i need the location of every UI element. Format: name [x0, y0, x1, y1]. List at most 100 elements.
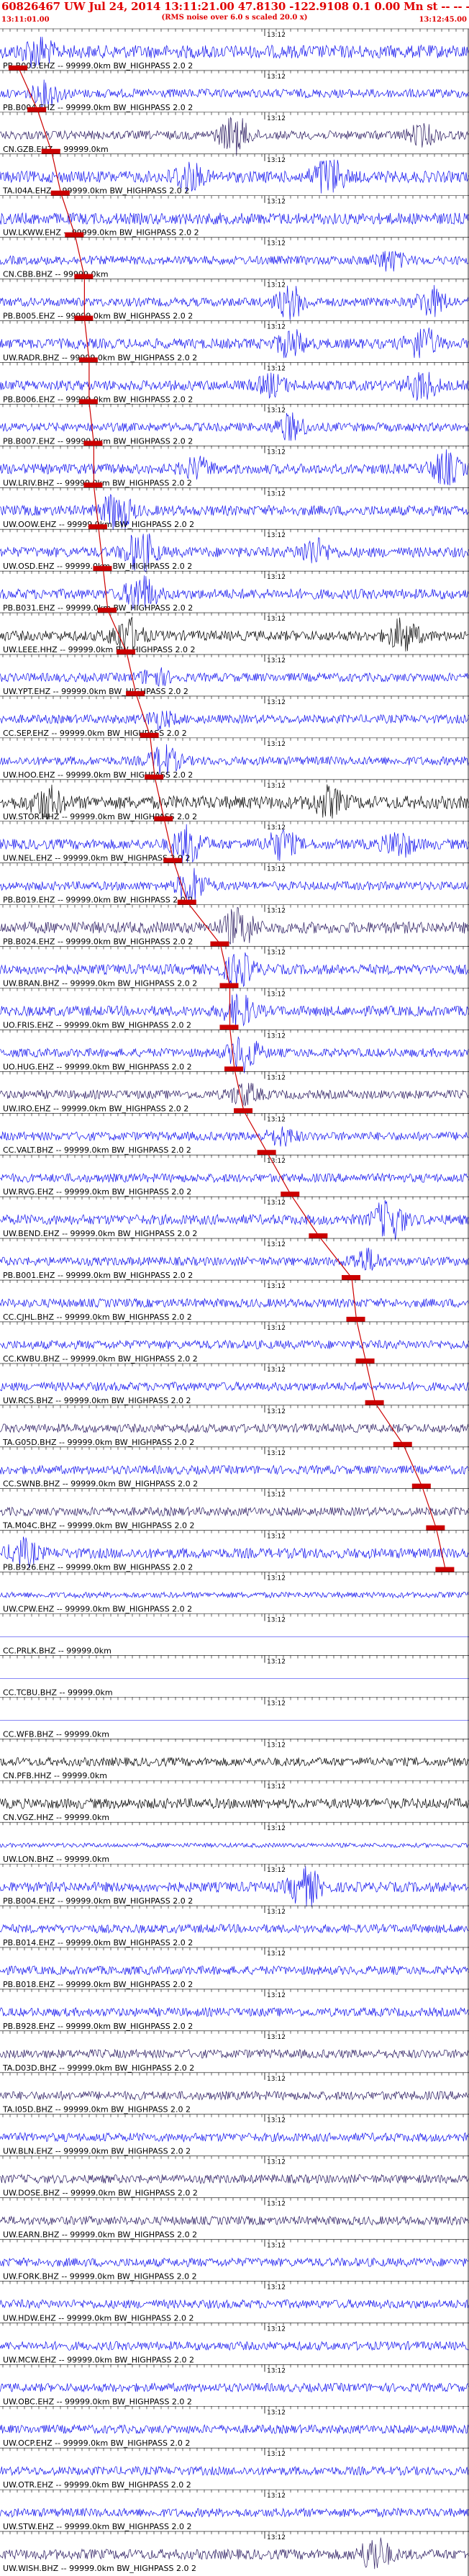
time-ticks [2, 2531, 464, 2535]
minute-tick-label: 13:12 [267, 1742, 286, 1749]
time-ticks [2, 613, 464, 616]
waveform-trace [0, 667, 469, 687]
time-ticks [2, 2030, 464, 2034]
minute-tick-label: 13:12 [267, 532, 286, 539]
minute-tick-label: 13:12 [267, 1575, 286, 1582]
time-ticks [2, 988, 464, 991]
minute-tick-label: 13:12 [267, 2117, 286, 2125]
time-ticks [2, 1613, 464, 1617]
minute-tick-label: 13:12 [267, 1700, 286, 1707]
waveform-trace [0, 2507, 469, 2518]
minute-tick-label: 13:12 [267, 1241, 286, 1248]
plot-header: 60826467 UW Jul 24, 2014 13:11:21.00 47.… [0, 0, 469, 29]
time-ticks [2, 237, 464, 240]
pick-marker [426, 1525, 445, 1531]
minute-tick-label: 13:12 [267, 2284, 286, 2291]
time-ticks [2, 2156, 464, 2159]
waveform-trace [0, 2465, 469, 2477]
pick-marker [27, 107, 47, 112]
station-label: UW.YPT.EHZ -- 99999.0km BW_HIGHPASS 2.0 … [3, 687, 188, 696]
station-label: UW.BLN.EHZ -- 99999.0km BW_HIGHPASS 2.0 … [3, 2147, 191, 2156]
station-label: TA.I05D.BHZ -- 99999.0km BW_HIGHPASS 2.0… [2, 2105, 191, 2115]
minute-tick-label: 13:12 [267, 1283, 286, 1290]
pick-marker [355, 1358, 375, 1364]
pick-marker [88, 524, 107, 530]
waveform-trace [0, 616, 469, 655]
minute-tick-label: 13:12 [267, 157, 286, 164]
time-ticks [2, 1030, 464, 1033]
station-label: UW.STW.EHZ -- 99999.0km BW_HIGHPASS 2.0 … [3, 2522, 191, 2531]
time-ticks [2, 821, 464, 824]
minute-tick-label: 13:12 [267, 1992, 286, 1999]
waveform-trace [0, 2174, 469, 2184]
station-label: UW.NEL.EHZ -- 99999.0km BW_HIGHPASS 2.0 … [3, 854, 190, 863]
time-ticks [2, 2072, 464, 2076]
station-label: UW.EARN.BHZ -- 99999.0km BW_HIGHPASS 2.0… [3, 2230, 197, 2240]
time-ticks [2, 1989, 464, 1992]
minute-tick-label: 13:12 [267, 73, 286, 81]
time-ticks [2, 362, 464, 366]
minute-tick-label: 13:12 [267, 115, 286, 122]
waveform-trace [0, 117, 469, 156]
minute-tick-label: 13:12 [267, 1867, 286, 1874]
waveform-trace [0, 2537, 469, 2570]
time-ticks [2, 1864, 464, 1868]
time-ticks [2, 2490, 464, 2493]
time-ticks [2, 2448, 464, 2451]
time-ticks [2, 1321, 464, 1325]
pick-marker [83, 441, 103, 446]
time-ticks [2, 320, 464, 324]
station-label: CN.PFB.HHZ -- 99999.0km [3, 1771, 107, 1780]
time-ticks [2, 1280, 464, 1284]
time-ticks [2, 946, 464, 950]
station-label: CC.SWNB.BHZ -- 99999.0km BW_HIGHPASS 2.0… [3, 1480, 198, 1489]
minute-tick-label: 13:12 [267, 240, 286, 248]
minute-tick-label: 13:12 [267, 324, 286, 331]
time-ticks [2, 2114, 464, 2117]
moveout-line [18, 68, 446, 1570]
waveform-trace [0, 1965, 469, 1976]
pick-marker [224, 1066, 243, 1072]
minute-tick-label: 13:12 [267, 282, 286, 289]
station-label: UW.LEEE.HHZ -- 99999.0km BW_HIGHPASS 2.0… [3, 645, 195, 654]
time-ticks [2, 1906, 464, 1909]
minute-tick-label: 13:12 [267, 1450, 286, 1457]
waveform-trace [0, 784, 469, 820]
minute-tick-label: 13:12 [267, 1950, 286, 1958]
waveform-trace [0, 284, 469, 320]
minute-tick-label: 13:12 [267, 365, 286, 372]
time-ticks [2, 2364, 464, 2368]
waveform-trace [0, 744, 469, 775]
waveform-trace [0, 2341, 469, 2351]
minute-tick-label: 13:12 [267, 1492, 286, 1499]
pick-marker [154, 816, 173, 821]
minute-tick-label: 13:12 [267, 866, 286, 873]
minute-tick-label: 13:12 [267, 2076, 286, 2083]
pick-marker [145, 774, 164, 780]
station-label: PB.B006.EHZ -- 99999.0km BW_HIGHPASS 2.0… [3, 395, 193, 404]
minute-tick-label: 13:12 [267, 574, 286, 581]
station-label: UO.HUG.EHZ -- 99999.0km BW_HIGHPASS 2.0 … [3, 1062, 192, 1071]
time-ticks [2, 1155, 464, 1158]
minute-tick-label: 13:12 [267, 950, 286, 957]
station-label: UW.FORK.BHZ -- 99999.0km BW_HIGHPASS 2.0… [3, 2271, 197, 2281]
time-ticks [2, 1780, 464, 1784]
pick-marker [346, 1316, 365, 1322]
minute-tick-label: 13:12 [267, 1366, 286, 1374]
time-ticks [2, 1697, 464, 1701]
start-time-label: 13:11:01.00 [1, 16, 50, 24]
time-ticks [2, 529, 464, 533]
pick-marker [83, 482, 103, 488]
pick-marker [126, 690, 145, 696]
time-ticks [2, 29, 464, 32]
station-label: UW.DOSE.BHZ -- 99999.0km BW_HIGHPASS 2.0… [3, 2189, 198, 2198]
time-ticks [2, 1947, 464, 1950]
pick-marker [74, 315, 94, 321]
waveform-trace [0, 412, 469, 441]
station-label: CC.PRLK.BHZ -- 99999.0km [3, 1646, 111, 1655]
waveform-trace [0, 1126, 469, 1147]
waveform-trace [0, 1536, 469, 1569]
time-ticks [2, 1739, 464, 1742]
time-ticks [2, 153, 464, 157]
waveform-trace [0, 906, 469, 945]
